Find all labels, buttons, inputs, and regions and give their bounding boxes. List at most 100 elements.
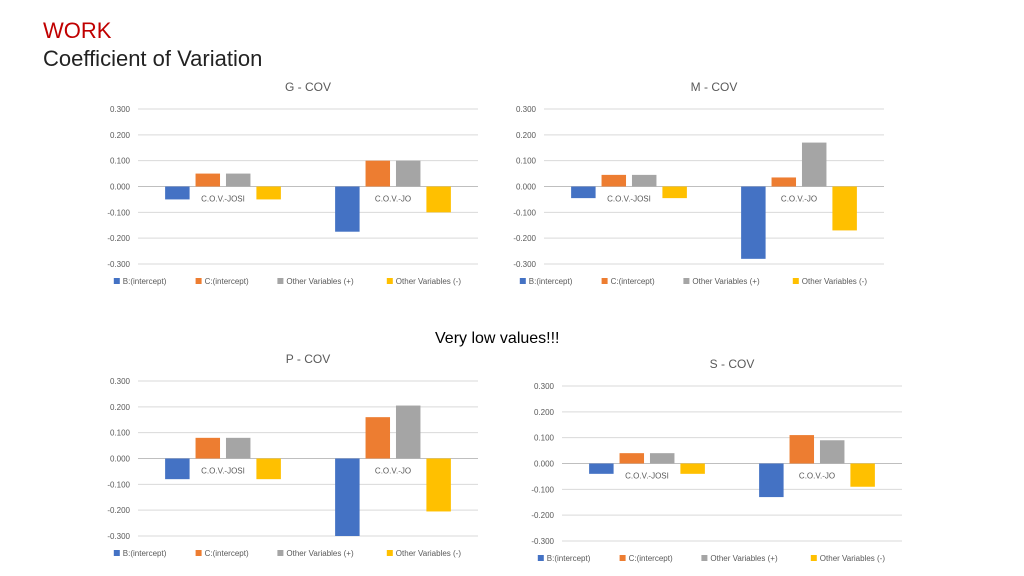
y-tick-label: 0.000 (516, 183, 537, 192)
legend-item-c-intercept: C:(intercept) (619, 554, 673, 563)
legend-swatch (810, 555, 817, 561)
y-tick-label: -0.200 (513, 234, 536, 243)
bar-other-variables-c-o-v-jo (395, 160, 421, 187)
bar-other-variables-c-o-v-jo (426, 458, 451, 512)
bar-other-variables-c-o-v-josi (649, 453, 675, 464)
legend-label: C:(intercept) (205, 277, 249, 286)
y-tick-label: 0.300 (516, 105, 537, 114)
bar-other-variables-c-o-v-jo (426, 186, 451, 213)
chart-s-cov: S - COV 0.300 0.200 0.100 0.000 -0.100 -0.200 -… (531, 357, 902, 563)
legend-swatch (701, 555, 708, 561)
legend-swatch (113, 550, 120, 556)
legend-item-other-variables: Other Variables (-) (386, 277, 462, 286)
legend-swatch (386, 550, 393, 556)
legend-swatch (683, 278, 690, 284)
bar-other-variables-c-o-v-josi (225, 173, 251, 187)
legend-item-b-intercept: B:(intercept) (519, 277, 573, 286)
y-tick-label: 0.100 (534, 434, 555, 443)
bar-other-variables-c-o-v-jo (819, 440, 845, 464)
slide-title: WORK (43, 18, 112, 43)
y-tick-label: 0.200 (110, 131, 131, 140)
legend-swatch (113, 278, 120, 284)
y-tick-label: 0.300 (110, 105, 131, 114)
bar-other-variables-c-o-v-jo (395, 405, 421, 459)
y-tick-label: 0.000 (534, 460, 555, 469)
bar-c-intercept-c-o-v-josi (601, 174, 627, 187)
legend-label: B:(intercept) (529, 277, 573, 286)
legend-label: Other Variables (+) (286, 549, 354, 558)
y-tick-label: -0.100 (531, 485, 554, 494)
legend-item-c-intercept: C:(intercept) (195, 549, 249, 558)
legend-swatch (277, 278, 284, 284)
category-label: C.O.V.-JO (799, 472, 835, 481)
category-label: C.O.V.-JOSI (201, 195, 245, 204)
legend-label: Other Variables (+) (710, 554, 778, 563)
bar-b-intercept-c-o-v-josi (165, 186, 190, 200)
bar-b-intercept-c-o-v-jo (741, 186, 766, 259)
bar-c-intercept-c-o-v-jo (365, 417, 391, 459)
bar-c-intercept-c-o-v-jo (365, 160, 391, 187)
bar-b-intercept-c-o-v-jo (335, 458, 360, 536)
legend-label: Other Variables (-) (396, 277, 462, 286)
category-label: C.O.V.-JO (781, 195, 817, 204)
y-tick-label: -0.100 (107, 480, 130, 489)
legend-item-other-variables: Other Variables (+) (701, 554, 778, 563)
chart-title: M - COV (691, 80, 738, 94)
legend-item-other-variables: Other Variables (+) (277, 549, 354, 558)
legend-label: B:(intercept) (123, 277, 167, 286)
bar-other-variables-c-o-v-jo (801, 142, 827, 187)
legend-swatch (792, 278, 799, 284)
bar-other-variables-c-o-v-josi (256, 186, 281, 200)
bar-other-variables-c-o-v-josi (256, 458, 281, 480)
legend-swatch (537, 555, 544, 561)
bar-b-intercept-c-o-v-jo (335, 186, 360, 232)
legend-item-other-variables: Other Variables (+) (277, 277, 354, 286)
chart-g-cov: G - COV 0.300 0.200 0.100 0.000 -0.100 -0.200 -… (107, 80, 478, 286)
y-tick-label: 0.100 (516, 157, 537, 166)
category-label: C.O.V.-JOSI (607, 195, 651, 204)
legend-swatch (195, 278, 202, 284)
legend-label: Other Variables (-) (820, 554, 886, 563)
y-tick-label: -0.300 (513, 260, 536, 269)
note-very-low-values: Very low values!!! (435, 330, 560, 347)
bar-b-intercept-c-o-v-josi (571, 186, 596, 199)
bar-other-variables-c-o-v-josi (680, 463, 705, 474)
bar-other-variables-c-o-v-jo (850, 463, 875, 487)
y-tick-label: -0.100 (107, 208, 130, 217)
legend-label: Other Variables (-) (396, 549, 462, 558)
legend-item-b-intercept: B:(intercept) (537, 554, 591, 563)
y-tick-label: 0.300 (110, 377, 131, 386)
chart-title: G - COV (285, 80, 331, 94)
chart-p-cov: P - COV 0.300 0.200 0.100 0.000 -0.100 -0.200 -… (107, 352, 478, 558)
chart-title: P - COV (286, 352, 330, 366)
bar-other-variables-c-o-v-jo (832, 186, 857, 231)
legend-item-c-intercept: C:(intercept) (195, 277, 249, 286)
legend-item-b-intercept: B:(intercept) (113, 277, 167, 286)
y-tick-label: 0.200 (516, 131, 537, 140)
category-label: C.O.V.-JOSI (625, 472, 669, 481)
bar-other-variables-c-o-v-josi (225, 437, 251, 459)
legend-swatch (519, 278, 526, 284)
bar-b-intercept-c-o-v-josi (589, 463, 614, 474)
legend-label: C:(intercept) (611, 277, 655, 286)
bar-c-intercept-c-o-v-josi (619, 453, 645, 464)
y-tick-label: 0.100 (110, 429, 131, 438)
category-label: C.O.V.-JO (375, 195, 411, 204)
legend-swatch (619, 555, 626, 561)
bar-c-intercept-c-o-v-jo (789, 435, 815, 464)
bar-other-variables-c-o-v-josi (662, 186, 687, 199)
legend-item-c-intercept: C:(intercept) (601, 277, 655, 286)
y-tick-label: -0.300 (107, 532, 130, 541)
category-label: C.O.V.-JO (375, 467, 411, 476)
legend-item-other-variables: Other Variables (-) (792, 277, 867, 286)
y-tick-label: 0.100 (110, 157, 131, 166)
y-tick-label: 0.300 (534, 382, 555, 391)
legend-swatch (386, 278, 393, 284)
slide-subtitle: Coefficient of Variation (43, 46, 263, 71)
legend-item-other-variables: Other Variables (-) (810, 554, 886, 563)
bar-c-intercept-c-o-v-jo (771, 177, 797, 187)
chart-title: S - COV (710, 357, 755, 371)
bar-b-intercept-c-o-v-jo (759, 463, 784, 498)
category-label: C.O.V.-JOSI (201, 467, 245, 476)
legend-label: Other Variables (+) (286, 277, 354, 286)
